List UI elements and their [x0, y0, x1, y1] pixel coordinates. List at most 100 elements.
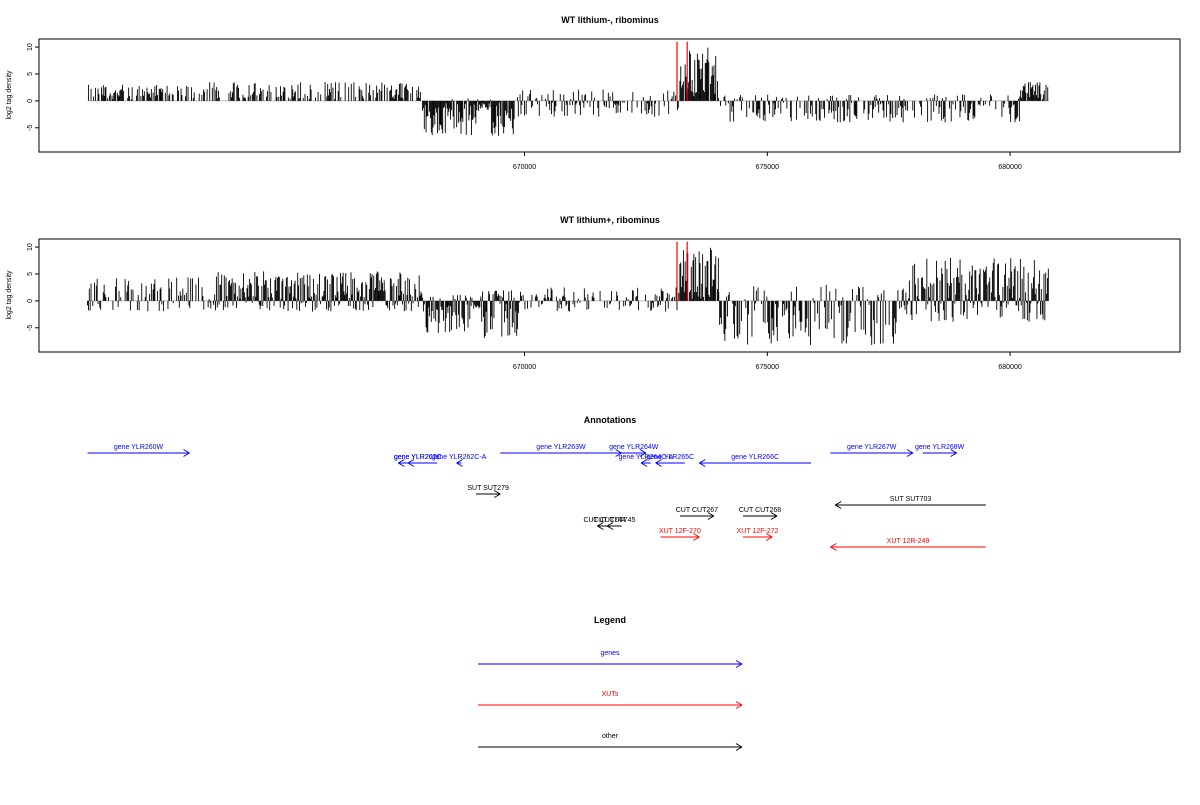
x-tick-label: 680000: [998, 164, 1021, 171]
legend: Legend genes XUTs other: [478, 615, 743, 751]
feature-arrow-head: [906, 449, 914, 454]
feature-arrow-head: [606, 522, 614, 527]
feature-arrow-head: [770, 512, 778, 517]
feature-label: gene YLR265C: [646, 454, 694, 461]
feature-label: gene YLR264W: [609, 444, 659, 451]
plot-frame: [38, 238, 1181, 353]
feature-label: gene YLR262C: [394, 454, 442, 461]
feature-label: SUT SUT279: [467, 485, 509, 492]
feature-arrow-head: [597, 525, 604, 530]
legend-arrow-head: [735, 746, 743, 751]
feature-arrow-head: [693, 536, 700, 541]
feature-label: gene YLR266C: [731, 454, 779, 461]
feature-arrow-head: [830, 546, 837, 551]
legend-items: genes XUTs other: [478, 650, 743, 751]
bars: [87, 47, 1049, 136]
y-tick-label: 0: [27, 99, 34, 103]
feature-label: CUT CUT268: [739, 507, 781, 514]
y-tick-label: 0: [27, 299, 34, 303]
axis-ticks: 10 5 0 -5 670000 675000 680000: [27, 43, 1022, 171]
feature-label: gene YLR267W: [847, 444, 897, 451]
legend-label: XUTs: [602, 691, 619, 698]
feature-arrow-head: [950, 449, 957, 454]
feature-arrow-head: [765, 536, 773, 541]
feature-arrow-head: [456, 459, 463, 464]
feature-arrow-head: [615, 452, 622, 457]
feature-label: gene YLR260W: [114, 444, 164, 451]
x-tick-label: 680000: [998, 364, 1021, 371]
feature-arrow-head: [707, 512, 715, 517]
feature-arrow-head: [494, 490, 501, 495]
feature-arrow-head: [407, 459, 415, 464]
y-tick-label: 5: [27, 272, 34, 276]
bars: [87, 247, 1049, 346]
feature-label: CUT CUT267: [676, 507, 718, 514]
highlight-lines: [676, 241, 688, 301]
feature-label: XUT 12F-270: [659, 528, 701, 535]
annotations-title: Annotations: [584, 415, 637, 425]
highlight-lines: [676, 41, 688, 101]
feature-label: gene YLR263W: [536, 444, 586, 451]
panel-title: WT lithium+, ribominus: [560, 215, 660, 225]
feature-arrow-head: [770, 515, 778, 520]
legend-label: genes: [600, 650, 620, 657]
feature-label: CUT CUT744: [584, 517, 626, 524]
legend-arrow-head: [735, 704, 743, 709]
feature-arrow-head: [655, 462, 662, 467]
y-tick-label: -5: [27, 325, 34, 331]
y-axis-label: log2 tag density: [6, 270, 13, 320]
feature-arrow-head: [494, 493, 501, 498]
feature-arrow-head: [640, 462, 648, 467]
feature-arrow-head: [950, 452, 957, 457]
plot-frame: [38, 38, 1181, 153]
feature-label: XUT 12F-272: [737, 528, 779, 535]
feature-label: SUT SUT703: [890, 496, 932, 503]
feature-label: gene YLR262C-A: [432, 454, 487, 461]
legend-arrow-head: [735, 701, 743, 706]
axis-ticks: 10 5 0 -5 670000 675000 680000: [27, 243, 1022, 371]
legend-arrow-head: [735, 663, 743, 668]
y-tick-label: 10: [27, 243, 34, 251]
feature-arrow-head: [606, 525, 614, 530]
y-tick-label: 10: [27, 43, 34, 51]
feature-label: XUT 12R-249: [887, 538, 930, 545]
legend-label: other: [602, 733, 619, 740]
legend-arrow-head: [735, 743, 743, 748]
x-tick-label: 675000: [756, 164, 779, 171]
y-tick-label: -5: [27, 125, 34, 131]
feature-arrow-head: [407, 462, 415, 467]
x-tick-label: 675000: [756, 364, 779, 371]
feature-arrow-head: [615, 449, 622, 454]
feature-arrow-head: [639, 449, 647, 454]
feature-label: gene YLR268W: [915, 444, 965, 451]
y-axis-label: log2 tag density: [6, 70, 13, 120]
feature-arrow-head: [835, 504, 842, 509]
feature-arrow-head: [456, 462, 463, 467]
feature-arrow-head: [655, 459, 662, 464]
feature-arrow-head: [699, 459, 706, 464]
feature-arrow-head: [830, 543, 837, 548]
feature-arrow-head: [707, 515, 715, 520]
feature-arrow-head: [398, 462, 405, 467]
x-tick-label: 670000: [513, 164, 536, 171]
feature-arrow-head: [639, 452, 647, 457]
feature-arrow-head: [835, 501, 842, 506]
feature-arrow-head: [693, 533, 700, 538]
panel-lithium-plus: WT lithium+, ribominus log2 tag density …: [6, 215, 1181, 371]
feature-arrow-head: [183, 449, 190, 454]
legend-arrow-head: [735, 660, 743, 665]
feature-arrow-head: [906, 452, 914, 457]
x-tick-label: 670000: [513, 364, 536, 371]
feature-arrow-head: [398, 459, 405, 464]
legend-title: Legend: [594, 615, 626, 625]
feature-arrow-head: [640, 459, 648, 464]
feature-arrow-head: [597, 522, 604, 527]
feature-arrow-head: [183, 452, 190, 457]
y-tick-label: 5: [27, 72, 34, 76]
feature-label: CUT CUT745: [593, 517, 635, 524]
feature-arrow-head: [699, 462, 706, 467]
